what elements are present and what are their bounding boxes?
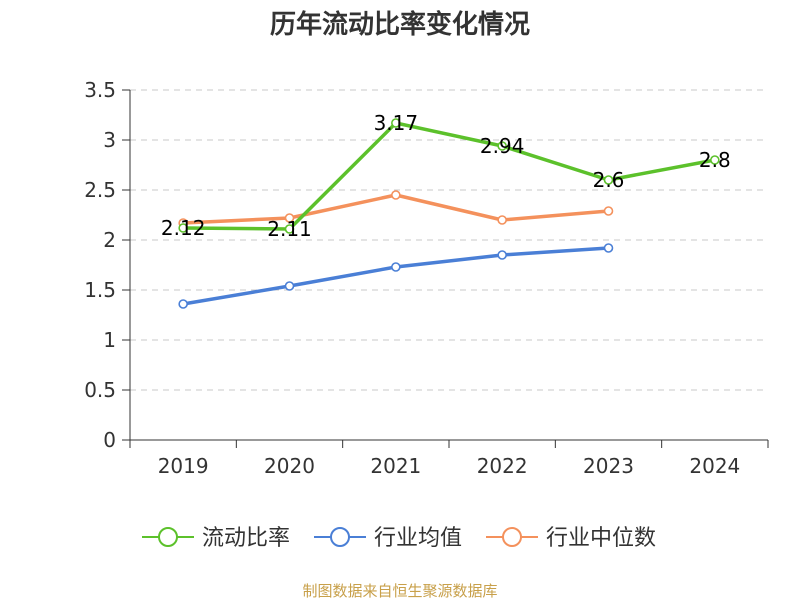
y-tick-label: 3 <box>103 128 116 152</box>
legend-marker-icon <box>158 527 178 547</box>
data-label: 2.8 <box>699 148 731 172</box>
y-tick-label: 0 <box>103 428 116 452</box>
legend-label: 流动比率 <box>202 526 290 551</box>
y-tick-label: 3.5 <box>84 78 116 102</box>
x-tick-label: 2021 <box>370 454 421 478</box>
legend-marker-icon <box>330 527 350 547</box>
legend-marker-icon <box>502 527 522 547</box>
y-tick-label: 0.5 <box>84 378 116 402</box>
data-point <box>603 243 614 253</box>
legend: 流动比率 行业均值 行业中位数 <box>142 526 656 551</box>
data-point <box>284 213 295 223</box>
data-point <box>603 175 614 185</box>
data-point <box>497 250 507 260</box>
data-point <box>391 118 401 128</box>
x-tick-label: 2019 <box>158 454 209 478</box>
x-tick-label: 2023 <box>583 454 634 478</box>
series-line <box>183 121 716 231</box>
legend-item: 行业中位数 <box>486 526 656 551</box>
data-point <box>603 206 614 216</box>
x-tick-label: 2020 <box>264 454 315 478</box>
data-point <box>178 299 188 309</box>
data-label: 2.12 <box>161 216 206 240</box>
legend-label: 行业中位数 <box>546 526 656 551</box>
data-label: 2.11 <box>267 217 312 241</box>
data-point <box>497 141 507 151</box>
axes: 0 0.5 1 1.5 2 2.5 3 3.5 2019 2020 2021 2022 2023 2024 <box>84 78 769 478</box>
data-point <box>391 262 401 272</box>
y-tick-label: 2.5 <box>84 178 116 202</box>
x-tick-label: 2024 <box>689 454 740 478</box>
data-label: 2.94 <box>480 134 525 158</box>
y-tick-label: 1 <box>103 328 116 352</box>
data-label: 3.17 <box>374 111 419 135</box>
legend-label: 行业均值 <box>374 526 462 551</box>
series-0 <box>178 118 720 234</box>
series-2 <box>178 190 614 228</box>
legend-item: 行业均值 <box>314 526 462 551</box>
source-note: 制图数据来自恒生聚源数据库 <box>302 582 497 600</box>
legend-item: 流动比率 <box>142 526 290 551</box>
y-tick-label: 2 <box>103 228 116 252</box>
grid <box>130 89 768 391</box>
data-point <box>497 215 507 225</box>
x-tick-label: 2022 <box>477 454 528 478</box>
series-layer <box>178 118 720 309</box>
chart-title: 历年流动比率变化情况 <box>270 9 530 40</box>
data-labels: 2.12 2.11 3.17 2.94 2.6 2.8 <box>161 111 731 241</box>
data-label: 2.6 <box>593 168 625 192</box>
data-point <box>178 223 188 233</box>
data-point <box>391 190 401 200</box>
data-point <box>710 155 720 165</box>
data-point <box>284 281 295 291</box>
series-1 <box>178 243 614 309</box>
y-tick-label: 1.5 <box>84 278 116 302</box>
series-line <box>182 246 609 306</box>
data-point <box>284 224 295 234</box>
